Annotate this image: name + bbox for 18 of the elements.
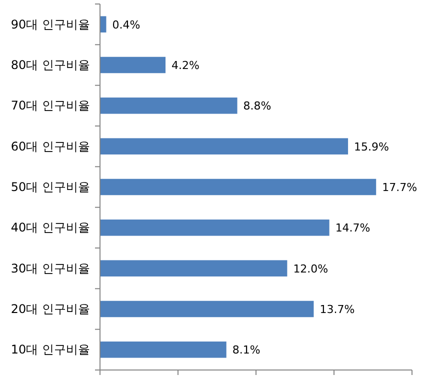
y-tick-label: 50대 인구비율 xyxy=(10,180,90,194)
data-label: 4.2% xyxy=(172,59,200,72)
y-tick-label: 70대 인구비율 xyxy=(10,98,90,113)
data-label: 13.7% xyxy=(320,303,355,316)
y-tick-label: 30대 인구비율 xyxy=(10,261,90,276)
y-tick-label: 10대 인구비율 xyxy=(10,342,90,357)
data-label: 15.9% xyxy=(354,140,389,154)
data-label: 8.8% xyxy=(243,100,272,113)
y-tick-label: 20대 인구비율 xyxy=(10,302,90,316)
data-label: 0.4% xyxy=(112,18,140,32)
data-label: 12.0% xyxy=(293,262,328,276)
data-label: 8.1% xyxy=(232,344,260,357)
y-tick-label: 60대 인구비율 xyxy=(10,139,90,154)
data-label: 17.7% xyxy=(382,181,418,194)
data-label: 14.7% xyxy=(335,222,370,235)
y-tick-label: 90대 인구비율 xyxy=(10,17,90,32)
y-tick-label: 80대 인구비율 xyxy=(10,58,90,72)
y-tick-label: 40대 인구비율 xyxy=(10,220,90,235)
